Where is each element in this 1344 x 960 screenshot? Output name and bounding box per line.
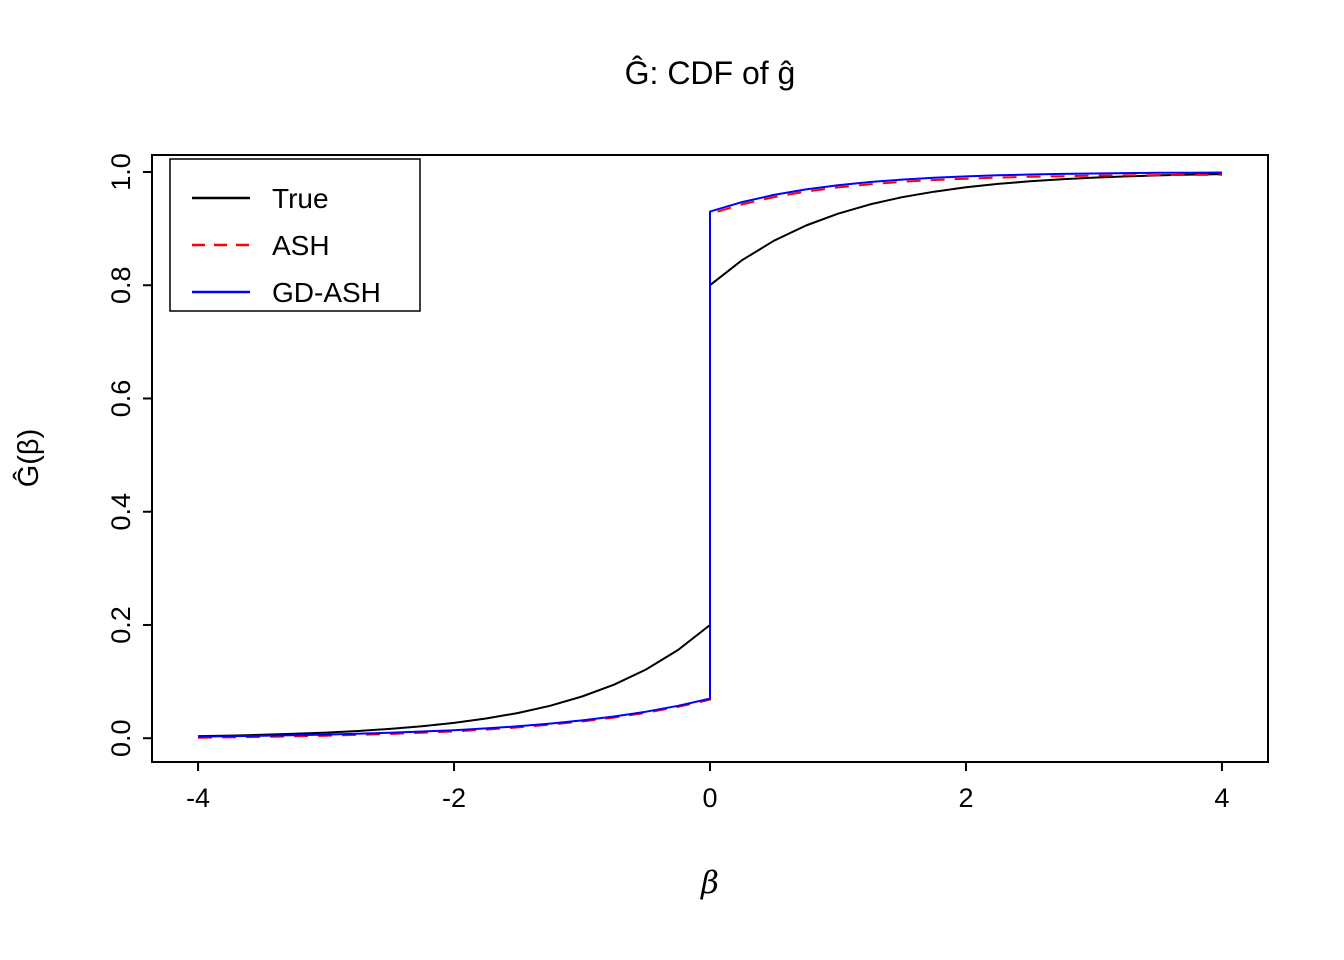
chart-title: Ĝ: CDF of ĝ [625, 55, 796, 91]
y-tick-label: 0.4 [106, 493, 136, 531]
legend-label-gd-ash: GD-ASH [272, 277, 381, 308]
legend-label-true: True [272, 183, 329, 214]
legend-box [169, 158, 421, 312]
y-tick-label: 1.0 [106, 153, 136, 191]
x-tick-label: -4 [186, 783, 210, 813]
legend-label-ash: ASH [272, 230, 330, 261]
x-tick-label: 2 [958, 783, 973, 813]
y-tick-label: 0.2 [106, 606, 136, 644]
y-axis-label: Ĝ(β) [11, 429, 45, 488]
legend: True ASH GD-ASH [169, 158, 421, 312]
x-tick-label: 0 [702, 783, 717, 813]
x-axis-label: β [700, 865, 719, 901]
series-lines [198, 171, 1222, 739]
y-tick-label: 0.6 [106, 380, 136, 418]
x-tick-label: -2 [442, 783, 466, 813]
y-tick-label: 0.0 [106, 719, 136, 757]
x-axis-ticks: -4 -2 0 2 4 [186, 762, 1229, 813]
x-tick-label: 4 [1214, 783, 1229, 813]
series-line-gd-ash [198, 171, 1222, 738]
y-tick-label: 0.8 [106, 266, 136, 304]
y-axis-ticks: 0.0 0.2 0.4 0.6 0.8 1.0 [106, 153, 152, 757]
